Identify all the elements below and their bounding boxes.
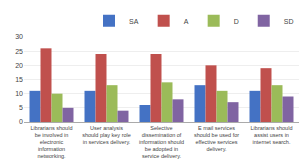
svg-text:10: 10 bbox=[15, 90, 23, 97]
svg-text:0: 0 bbox=[19, 118, 23, 125]
svg-text:25: 25 bbox=[15, 48, 23, 55]
svg-text:Selectivedissemination ofinfor: Selectivedissemination ofinformation sho… bbox=[139, 125, 184, 160]
svg-text:30: 30 bbox=[15, 33, 23, 40]
svg-text:20: 20 bbox=[15, 62, 23, 69]
svg-text:Librarians shouldbe involved i: Librarians shouldbe involved inelectroni… bbox=[31, 125, 73, 160]
svg-text:User analysisshould play key r: User analysisshould play key rolein serv… bbox=[82, 125, 131, 145]
svg-text:SD: SD bbox=[284, 18, 294, 25]
svg-text:A: A bbox=[184, 18, 189, 25]
svg-text:E mail servicesshould be used: E mail servicesshould be used foreffecti… bbox=[194, 125, 239, 152]
svg-text:Librarians shouldassist users: Librarians shouldassist users ininternet… bbox=[251, 125, 293, 145]
svg-text:5: 5 bbox=[19, 104, 23, 111]
svg-text:D: D bbox=[234, 18, 239, 25]
svg-text:SA: SA bbox=[129, 18, 139, 25]
svg-text:15: 15 bbox=[15, 76, 23, 83]
